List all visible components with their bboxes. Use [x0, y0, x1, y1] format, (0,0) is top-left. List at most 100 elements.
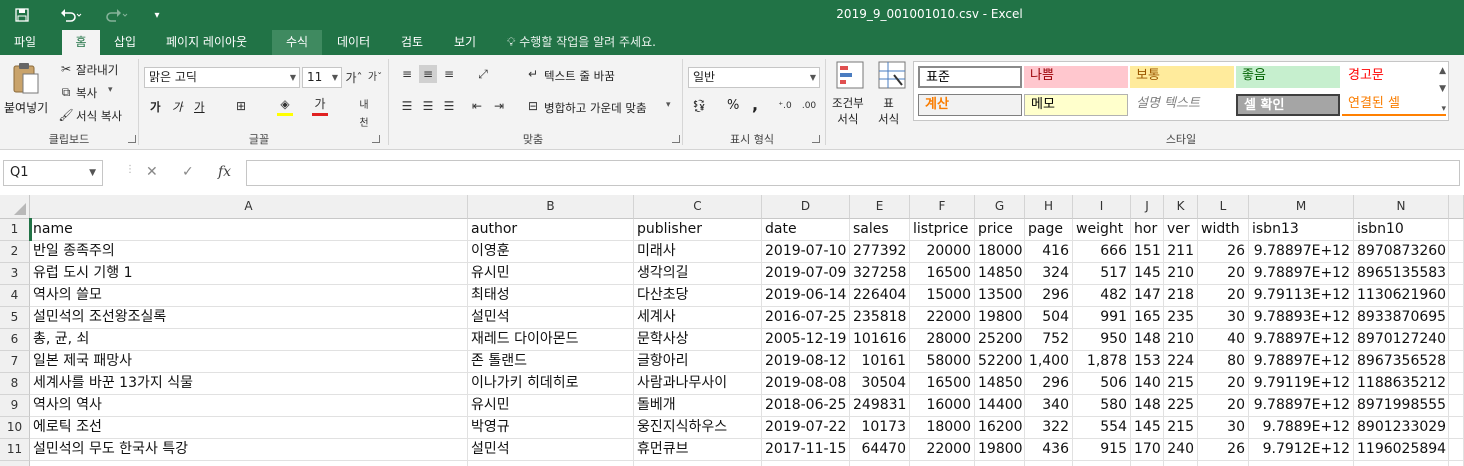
column-header-f[interactable]: F [910, 195, 975, 219]
table-cell[interactable]: 8965135583 [1354, 263, 1449, 285]
table-cell[interactable]: 문학사상 [634, 329, 762, 351]
column-header-i[interactable]: I [1073, 195, 1131, 219]
table-cell[interactable] [30, 461, 468, 466]
table-cell[interactable]: 설민석 [468, 439, 634, 461]
align-right-icon[interactable]: ☰ [443, 99, 455, 113]
font-color-icon[interactable]: 가 [314, 97, 326, 111]
table-cell[interactable]: 에로틱 조선 [30, 417, 468, 439]
table-cell[interactable]: 991 [1073, 307, 1131, 329]
bold-button[interactable]: 가 [150, 100, 161, 114]
row-header-2[interactable]: 2 [0, 241, 30, 263]
table-cell[interactable] [634, 461, 762, 466]
table-cell[interactable]: 최태성 [468, 285, 634, 307]
table-cell[interactable]: 사람과나무사이 [634, 373, 762, 395]
table-cell[interactable] [1449, 351, 1464, 373]
table-cell[interactable] [1249, 461, 1354, 466]
align-bottom-icon[interactable]: ≡ [443, 67, 455, 81]
table-cell[interactable]: 25200 [975, 329, 1025, 351]
gallery-up-icon[interactable]: ▲ [1439, 66, 1446, 76]
row-header-12[interactable]: 12 [0, 461, 30, 466]
decrease-decimal-icon[interactable]: .00 [801, 101, 817, 111]
table-cell[interactable]: 재레드 다이아몬드 [468, 329, 634, 351]
tab-insert[interactable]: 삽입 [114, 35, 137, 49]
table-cell[interactable]: 145 [1131, 263, 1164, 285]
table-cell[interactable]: 218 [1164, 285, 1198, 307]
table-cell[interactable]: 15000 [910, 285, 975, 307]
table-cell[interactable]: 210 [1164, 263, 1198, 285]
table-cell[interactable] [850, 461, 910, 466]
table-cell[interactable]: 13500 [975, 285, 1025, 307]
table-cell[interactable]: 30 [1198, 417, 1249, 439]
table-cell[interactable]: 30 [1198, 307, 1249, 329]
table-cell[interactable]: 글항아리 [634, 351, 762, 373]
table-cell[interactable]: 153 [1131, 351, 1164, 373]
table-cell[interactable]: 215 [1164, 373, 1198, 395]
percent-button[interactable]: % [727, 98, 740, 113]
merge-center-button[interactable]: 병합하고 가운데 맞춤 [544, 101, 647, 115]
table-cell[interactable]: 8971998555 [1354, 395, 1449, 417]
table-cell[interactable]: 2019-06-14 [762, 285, 850, 307]
row-header-9[interactable]: 9 [0, 395, 30, 417]
conditional-format-button[interactable]: 조건부 서식 [830, 59, 870, 131]
table-cell[interactable]: 이나가키 히데히로 [468, 373, 634, 395]
table-cell[interactable]: 140 [1131, 373, 1164, 395]
table-cell[interactable]: 9.78897E+12 [1249, 241, 1354, 263]
header-cell[interactable]: isbn13 [1249, 219, 1354, 241]
table-cell[interactable] [1449, 263, 1464, 285]
italic-button[interactable]: 가 [172, 100, 183, 114]
column-header-n[interactable]: N [1354, 195, 1449, 219]
increase-indent-icon[interactable]: ⇥ [493, 99, 505, 113]
table-cell[interactable]: 235 [1164, 307, 1198, 329]
header-cell[interactable]: date [762, 219, 850, 241]
table-cell[interactable]: 327258 [850, 263, 910, 285]
row-header-3[interactable]: 3 [0, 263, 30, 285]
header-cell[interactable]: page [1025, 219, 1073, 241]
table-cell[interactable]: 이영훈 [468, 241, 634, 263]
table-cell[interactable]: 돌베개 [634, 395, 762, 417]
table-cell[interactable]: 1,878 [1073, 351, 1131, 373]
table-cell[interactable]: 9.78897E+12 [1249, 351, 1354, 373]
table-cell[interactable]: 휴먼큐브 [634, 439, 762, 461]
align-top-icon[interactable]: ≡ [401, 67, 413, 81]
row-header-7[interactable]: 7 [0, 351, 30, 373]
table-cell[interactable]: 총, 균, 쇠 [30, 329, 468, 351]
table-cell[interactable]: 반일 종족주의 [30, 241, 468, 263]
table-cell[interactable]: 2019-07-10 [762, 241, 850, 263]
column-header-c[interactable]: C [634, 195, 762, 219]
style-bad[interactable]: 나쁨 [1024, 66, 1128, 88]
table-cell[interactable]: 482 [1073, 285, 1131, 307]
redo-icon[interactable] [102, 4, 132, 26]
undo-icon[interactable] [56, 4, 86, 26]
table-cell[interactable]: 30504 [850, 373, 910, 395]
table-cell[interactable]: 10173 [850, 417, 910, 439]
table-cell[interactable]: 1188635212 [1354, 373, 1449, 395]
table-cell[interactable]: 101616 [850, 329, 910, 351]
table-cell[interactable]: 미래사 [634, 241, 762, 263]
table-cell[interactable]: 박영규 [468, 417, 634, 439]
table-cell[interactable]: 148 [1131, 329, 1164, 351]
table-cell[interactable] [1354, 461, 1449, 466]
header-cell[interactable]: listprice [910, 219, 975, 241]
table-cell[interactable]: 145 [1131, 417, 1164, 439]
cancel-icon[interactable]: ✕ [146, 164, 158, 180]
table-cell[interactable]: 존 톨랜드 [468, 351, 634, 373]
orientation-icon[interactable]: ⤢ [478, 67, 488, 81]
save-icon[interactable] [10, 4, 34, 26]
enter-icon[interactable]: ✓ [182, 164, 194, 180]
table-cell[interactable]: 14850 [975, 263, 1025, 285]
table-cell[interactable]: 235818 [850, 307, 910, 329]
header-cell[interactable]: ver [1164, 219, 1198, 241]
table-cell[interactable]: 19800 [975, 307, 1025, 329]
worksheet-grid[interactable]: A B C D E F G H I J K L M N 1 name author publisher date sa… [0, 195, 1464, 466]
tell-me-search[interactable]: 💡︎ 수행할 작업을 알려 주세요. [507, 30, 656, 55]
column-header-b[interactable]: B [468, 195, 634, 219]
style-linked-cell[interactable]: 연결된 셀 [1342, 94, 1446, 116]
row-header-5[interactable]: 5 [0, 307, 30, 329]
table-cell[interactable]: 14400 [975, 395, 1025, 417]
table-cell[interactable]: 915 [1073, 439, 1131, 461]
table-cell[interactable]: 2019-08-12 [762, 351, 850, 373]
merge-dropdown-icon[interactable]: ▾ [666, 100, 671, 110]
table-cell[interactable]: 2017-11-15 [762, 439, 850, 461]
font-name-select[interactable]: 맑은 고딕 ▼ [144, 67, 300, 88]
table-cell[interactable]: 249831 [850, 395, 910, 417]
